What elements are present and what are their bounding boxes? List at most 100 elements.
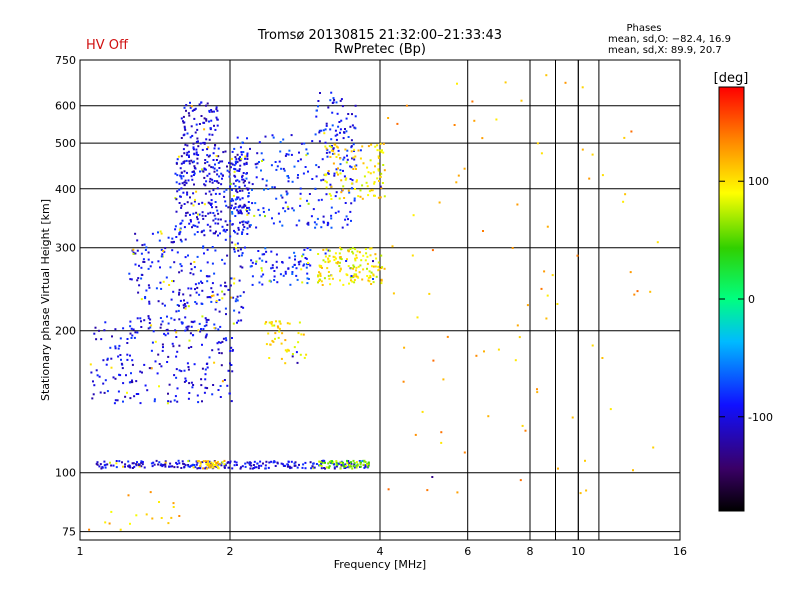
data-point <box>382 142 385 145</box>
data-point <box>189 219 192 221</box>
data-point <box>361 460 364 463</box>
data-point <box>173 466 176 469</box>
data-point <box>367 461 370 464</box>
data-point <box>147 284 150 287</box>
data-point <box>132 462 135 465</box>
data-point <box>238 186 241 189</box>
data-point <box>246 213 249 216</box>
data-point <box>219 341 222 344</box>
data-point <box>375 257 378 260</box>
data-point <box>347 136 350 138</box>
data-point <box>89 363 92 366</box>
data-point <box>94 326 97 329</box>
data-point <box>331 111 334 114</box>
data-point <box>187 112 190 115</box>
data-point <box>243 226 246 228</box>
data-point <box>134 252 137 255</box>
data-point <box>265 460 268 463</box>
data-point <box>330 226 333 229</box>
data-point <box>280 462 283 465</box>
data-point <box>351 179 354 182</box>
data-point <box>169 465 172 468</box>
data-point <box>298 219 301 222</box>
data-point <box>270 322 273 325</box>
data-point <box>199 462 202 465</box>
data-point <box>471 100 474 103</box>
data-point <box>277 326 280 329</box>
data-point <box>317 105 319 108</box>
data-point <box>151 517 154 520</box>
data-point <box>258 464 260 467</box>
data-point <box>347 265 350 268</box>
data-point <box>231 150 234 153</box>
data-point <box>154 360 157 363</box>
data-point <box>335 171 338 174</box>
data-point <box>132 252 135 255</box>
data-point <box>210 295 213 297</box>
data-point <box>246 137 248 140</box>
data-point <box>184 464 187 467</box>
data-point <box>211 246 214 248</box>
data-point <box>551 274 554 277</box>
data-point <box>181 219 184 222</box>
data-point <box>205 467 208 470</box>
data-point <box>540 152 543 155</box>
data-point <box>224 220 227 223</box>
data-point <box>265 250 268 253</box>
data-point <box>243 184 246 187</box>
data-point <box>218 462 221 465</box>
data-point <box>344 463 347 466</box>
data-point <box>288 465 291 468</box>
data-point <box>208 164 211 167</box>
data-point <box>303 142 306 145</box>
data-point <box>183 369 186 372</box>
data-point <box>353 199 356 202</box>
data-point <box>208 133 211 136</box>
data-point <box>206 387 209 390</box>
data-point <box>387 488 390 491</box>
data-point <box>392 292 395 295</box>
data-point <box>262 207 265 210</box>
data-point <box>260 275 263 278</box>
data-point <box>325 124 328 127</box>
data-point <box>343 197 346 199</box>
data-point <box>270 164 273 167</box>
data-point <box>167 322 170 325</box>
data-point <box>330 206 333 209</box>
data-point <box>260 267 263 270</box>
y-axis-label: Stationary phase Virtual Height [km] <box>39 199 52 401</box>
data-point <box>273 270 276 272</box>
data-point <box>202 328 205 331</box>
data-point <box>216 180 218 183</box>
data-point <box>277 212 280 215</box>
data-point <box>187 150 190 153</box>
data-point <box>363 466 366 469</box>
data-point <box>115 466 118 469</box>
data-point <box>285 350 288 353</box>
data-point <box>195 291 198 294</box>
data-point <box>342 169 344 172</box>
data-point <box>197 213 199 216</box>
data-point <box>173 374 176 377</box>
data-point <box>379 196 382 199</box>
data-point <box>355 254 358 257</box>
data-point <box>160 323 163 326</box>
data-point <box>362 162 365 165</box>
data-point <box>206 154 209 157</box>
data-point <box>184 256 187 259</box>
data-point <box>290 134 293 137</box>
data-point <box>347 189 350 192</box>
data-point <box>251 188 253 191</box>
data-point <box>261 160 263 162</box>
colorbar-label: [deg] <box>714 71 749 86</box>
data-point <box>242 306 245 309</box>
data-point <box>243 180 246 182</box>
data-point <box>457 174 460 177</box>
data-point <box>131 334 134 337</box>
data-point <box>201 343 203 346</box>
data-point <box>348 191 351 194</box>
data-point <box>138 284 141 287</box>
data-point <box>201 201 204 204</box>
data-point <box>257 467 260 470</box>
data-point <box>203 117 206 120</box>
